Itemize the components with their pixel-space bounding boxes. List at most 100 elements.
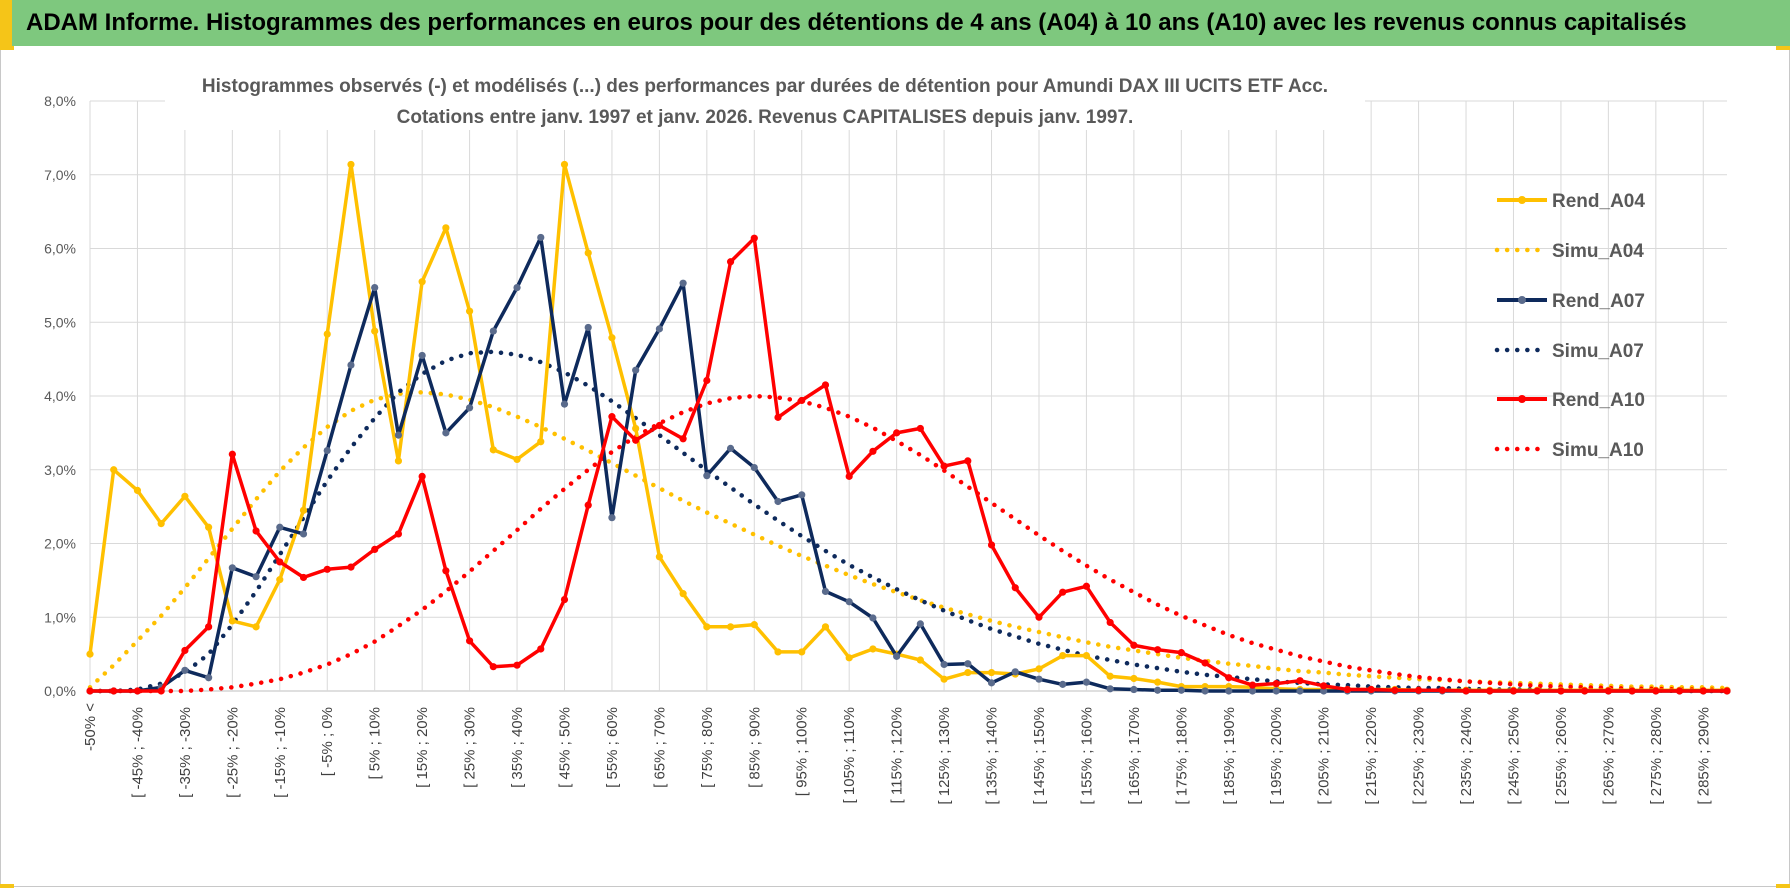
series-line-rend-a10 <box>90 236 1727 693</box>
x-tick-label: [ 145% ; 150% <box>1031 707 1048 805</box>
x-tick-label: [ 265% ; 270% <box>1600 707 1617 805</box>
y-tick-label: 0,0% <box>44 683 76 699</box>
x-tick-label: [ 195% ; 200% <box>1268 707 1285 805</box>
data-point-rend-a10 <box>1699 687 1707 695</box>
legend: Rend_A04 Simu_A04 Rend_A07 Simu_A07 Rend_A10… <box>1494 191 1645 461</box>
data-point-rend-a10 <box>1320 682 1328 690</box>
data-point-rend-a10 <box>347 563 355 571</box>
frame-corner <box>1776 46 1790 50</box>
data-point-rend-a04 <box>608 334 616 342</box>
data-point-rend-a07 <box>323 446 331 455</box>
data-point-rend-a10 <box>1486 687 1494 695</box>
data-point-rend-a07 <box>1106 685 1114 693</box>
data-point-rend-a07 <box>442 429 450 437</box>
data-point-rend-a07 <box>1201 687 1209 695</box>
data-point-rend-a07 <box>205 674 213 682</box>
data-point-rend-a04 <box>1154 678 1162 686</box>
data-point-rend-a07 <box>1272 687 1280 695</box>
data-point-rend-a10 <box>1035 613 1043 621</box>
legend-label-simu-a04: Simu_A04 <box>1552 241 1644 262</box>
legend-label-simu-a10: Simu_A10 <box>1552 440 1644 461</box>
data-point-rend-a10 <box>1391 686 1399 694</box>
data-point-rend-a07 <box>679 279 687 287</box>
data-point-rend-a04 <box>110 466 118 474</box>
frame-corner <box>0 46 14 50</box>
data-point-rend-a07 <box>537 233 545 242</box>
data-point-rend-a10 <box>1509 687 1518 695</box>
x-tick-label: [ 215% ; 220% <box>1363 707 1380 805</box>
data-point-rend-a10 <box>418 472 426 480</box>
data-point-rend-a07 <box>774 497 782 506</box>
data-point-rend-a07 <box>1154 686 1162 694</box>
y-tick-label: 5,0% <box>44 314 76 330</box>
data-point-rend-a10 <box>371 545 379 554</box>
data-point-rend-a10 <box>1177 649 1185 657</box>
data-point-rend-a07 <box>1248 687 1257 695</box>
data-point-rend-a07 <box>418 351 426 360</box>
data-point-rend-a10 <box>1628 687 1636 695</box>
data-point-rend-a10 <box>1082 582 1091 590</box>
data-point-rend-a07 <box>798 491 806 499</box>
x-tick-label: [ -35% ; -30% <box>177 707 194 798</box>
data-point-rend-a04 <box>987 668 996 677</box>
data-point-rend-a07 <box>1011 668 1019 676</box>
data-point-rend-a07 <box>845 598 853 606</box>
data-point-rend-a10 <box>893 429 901 437</box>
y-tick-label: 1,0% <box>44 609 76 625</box>
data-point-rend-a10 <box>205 623 213 631</box>
x-tick-label: [ 15% ; 20% <box>414 707 431 788</box>
x-tick-label: [ 125% ; 130% <box>936 707 953 805</box>
legend-label-rend-a07: Rend_A07 <box>1552 291 1645 312</box>
x-tick-label: [ 165% ; 170% <box>1126 707 1143 805</box>
y-axis: 0,0% 1,0% 2,0% 3,0% 4,0% 5,0% 6,0% 7,0% 8,0% <box>44 93 76 699</box>
data-point-rend-a10 <box>1557 687 1565 695</box>
data-point-rend-a10 <box>1533 687 1541 695</box>
data-point-rend-a04 <box>845 654 853 662</box>
chart-title-line2: Cotations entre janv. 1997 et janv. 2026… <box>397 107 1134 128</box>
data-point-rend-a10 <box>323 565 331 573</box>
x-axis: -50% < [ -45% ; -40% [ -35% ; -30% [ -25% ;… <box>82 703 1712 805</box>
data-point-rend-a10 <box>655 421 663 430</box>
data-point-rend-a10 <box>750 234 758 242</box>
data-point-rend-a04 <box>394 457 403 465</box>
data-point-rend-a07 <box>1035 675 1043 683</box>
y-tick-label: 2,0% <box>44 536 76 552</box>
data-point-rend-a10 <box>513 661 521 669</box>
x-tick-label: [ 235% ; 240% <box>1458 707 1475 805</box>
data-point-rend-a10 <box>1723 687 1731 695</box>
data-point-rend-a04 <box>228 617 236 625</box>
data-point-rend-a10 <box>1154 646 1162 654</box>
data-point-rend-a10 <box>987 541 996 549</box>
data-point-rend-a04 <box>157 519 165 528</box>
data-point-rend-a04 <box>655 553 663 561</box>
x-tick-label: [ 185% ; 190% <box>1221 707 1238 805</box>
data-point-rend-a07 <box>869 614 877 622</box>
data-point-rend-a07 <box>987 679 996 687</box>
data-point-rend-a07 <box>1082 678 1091 686</box>
data-point-rend-a10 <box>1272 680 1280 688</box>
title-background <box>165 68 1365 130</box>
data-point-rend-a07 <box>489 327 497 335</box>
data-point-rend-a07 <box>608 514 616 522</box>
x-tick-label: [ 155% ; 160% <box>1078 707 1095 805</box>
data-point-rend-a07 <box>964 660 972 668</box>
data-point-rend-a07 <box>940 660 948 669</box>
x-tick-label: [ -25% ; -20% <box>224 707 241 798</box>
y-tick-label: 8,0% <box>44 93 76 109</box>
x-tick-label: [ 135% ; 140% <box>984 707 1001 805</box>
data-point-rend-a07 <box>465 404 474 412</box>
data-point-rend-a10 <box>1248 681 1257 689</box>
data-point-rend-a10 <box>228 450 236 458</box>
data-point-rend-a10 <box>537 645 545 653</box>
x-tick-label: [ 205% ; 210% <box>1316 707 1333 805</box>
x-tick-label: -50% < <box>82 703 99 751</box>
data-point-rend-a07 <box>1059 680 1067 688</box>
x-tick-label: [ 275% ; 280% <box>1648 707 1665 805</box>
data-point-rend-a04 <box>442 224 450 232</box>
chart-title-line1: Histogrammes observés (-) et modélisés (… <box>202 76 1328 97</box>
data-point-rend-a04 <box>299 506 308 514</box>
data-point-rend-a10 <box>1652 687 1660 695</box>
data-point-rend-a10 <box>181 646 189 655</box>
data-point-rend-a04 <box>584 249 592 257</box>
